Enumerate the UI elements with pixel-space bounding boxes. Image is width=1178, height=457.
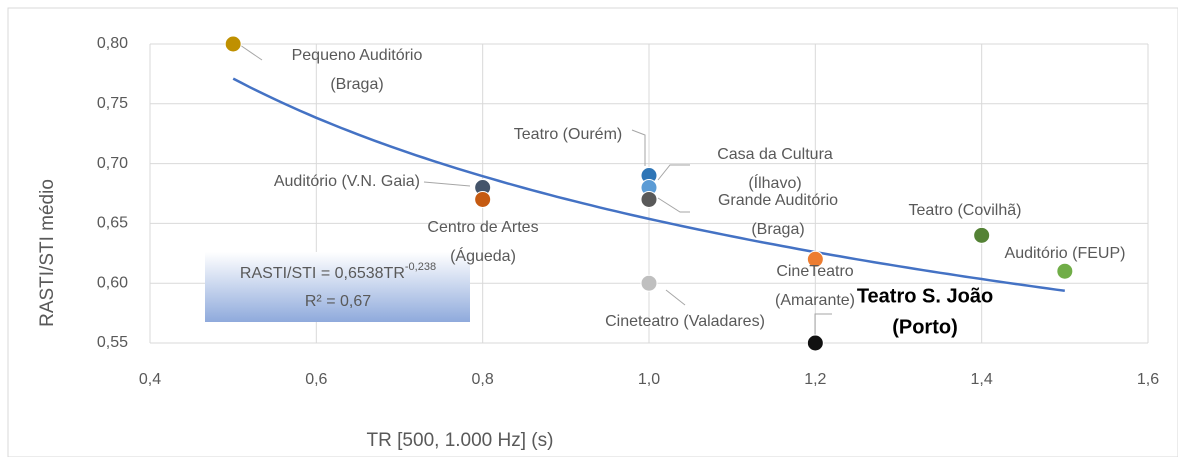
y-tick-label: 0,70 (97, 155, 128, 172)
leader-line (814, 313, 832, 336)
leader-line (423, 181, 471, 187)
point-label: Teatro S. João (857, 285, 993, 307)
y-axis-label: RASTI/STI médio (37, 179, 58, 327)
point (1056, 262, 1074, 280)
point-label: (Braga) (751, 221, 804, 238)
point (640, 274, 658, 292)
leader-line (631, 129, 646, 166)
point-label: Grande Auditório (718, 192, 838, 209)
x-tick-label: 1,6 (1137, 371, 1159, 388)
point-label: Teatro (Covilhã) (909, 202, 1022, 219)
leader-line (657, 164, 690, 181)
trendline (232, 77, 1065, 293)
equation-exponent: -0,238 (405, 261, 436, 273)
trendline-equation: RASTI/STI = 0,6538TR-0,238 (240, 261, 436, 282)
point-label: (Braga) (330, 76, 383, 93)
point-label: (Amarante) (775, 292, 855, 309)
y-tick-label: 0,60 (97, 274, 128, 291)
point (973, 226, 991, 244)
point (806, 250, 824, 268)
point-label: (Águeda) (450, 246, 516, 265)
equation-text: RASTI/STI = 0,6538TR (240, 265, 405, 282)
point (224, 35, 242, 53)
leader-line (239, 44, 263, 61)
y-tick-label: 0,55 (97, 334, 128, 351)
point-label: Pequeno Auditório (292, 47, 423, 64)
point-label: Auditório (V.N. Gaia) (274, 173, 420, 190)
point (640, 190, 658, 208)
point-label: Casa da Cultura (717, 146, 833, 163)
x-tick-label: 0,4 (139, 371, 161, 388)
y-tick-label: 0,65 (97, 215, 128, 232)
point-label: (Porto) (892, 316, 958, 338)
point-label: CineTeatro (776, 263, 853, 280)
x-tick-label: 1,4 (971, 371, 993, 388)
x-tick-label: 0,8 (472, 371, 494, 388)
trendline-r2: R² = 0,67 (305, 293, 371, 310)
point-label: Centro de Artes (427, 219, 538, 236)
x-tick-label: 0,6 (305, 371, 327, 388)
y-tick-label: 0,80 (97, 35, 128, 52)
chart-border (7, 7, 1178, 457)
point-label: Teatro (Ourém) (514, 126, 622, 143)
point (474, 190, 492, 208)
x-tick-label: 1,2 (804, 371, 826, 388)
x-axis-label: TR [500, 1.000 Hz] (s) (367, 430, 554, 451)
point-label: Auditório (FEUP) (1005, 245, 1126, 262)
x-tick-label: 1,0 (638, 371, 660, 388)
point-label: (Ílhavo) (748, 173, 801, 192)
point-label: Cineteatro (Valadares) (605, 313, 765, 330)
trendline-label-box (205, 252, 470, 322)
point (806, 334, 824, 352)
leader-line (665, 289, 686, 306)
leader-line (657, 197, 690, 213)
y-tick-label: 0,75 (97, 95, 128, 112)
